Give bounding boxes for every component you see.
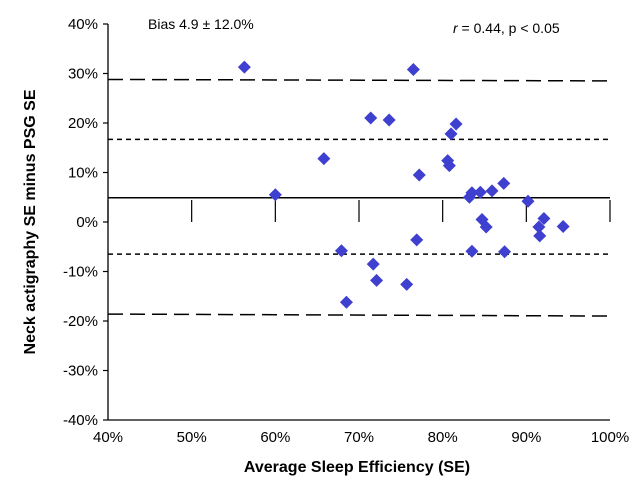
x-tick-label: 90% <box>511 429 541 446</box>
data-point <box>537 212 551 226</box>
data-point <box>465 186 479 200</box>
data-point <box>268 188 282 202</box>
correlation-values: = 0.44, p < 0.05 <box>458 20 560 36</box>
y-tick-label: -40% <box>63 412 98 429</box>
reference-line-long-dash <box>107 313 611 317</box>
data-points <box>237 60 570 309</box>
data-point <box>533 229 547 243</box>
reference-line-long-dash <box>107 78 611 82</box>
y-axis-title: Neck actigraphy SE minus PSG SE <box>22 89 39 354</box>
correlation-annotation: r = 0.44, p < 0.05 <box>453 20 560 36</box>
correlation-r-symbol: r <box>453 20 459 36</box>
y-tick-label: -30% <box>63 363 98 380</box>
data-point <box>412 168 426 182</box>
data-point <box>400 277 414 291</box>
data-point <box>334 244 348 258</box>
bias-annotation: Bias 4.9 ± 12.0% <box>148 16 254 32</box>
data-point <box>444 127 458 141</box>
data-point <box>237 60 251 74</box>
x-tick-label: 100% <box>591 429 629 446</box>
y-tick-label: 20% <box>68 115 98 132</box>
reference-lines <box>107 78 611 317</box>
data-point <box>497 176 511 190</box>
data-point <box>406 63 420 77</box>
tick-labels: 40%30%20%10%0%-10%-20%-30%-40%40% 50% 60% 7… <box>63 16 629 446</box>
data-point <box>442 159 456 173</box>
data-point <box>410 233 424 247</box>
x-axis-title: Average Sleep Efficiency (SE) <box>244 459 470 476</box>
axes <box>103 23 611 421</box>
data-point <box>498 245 512 259</box>
data-point <box>485 184 499 198</box>
data-point <box>473 185 487 199</box>
x-tick-label: 70% <box>344 429 374 446</box>
data-point <box>556 219 570 233</box>
y-tick-label: -10% <box>63 264 98 281</box>
data-point <box>366 257 380 271</box>
data-point <box>465 244 479 258</box>
x-tick-label: 80% <box>428 429 458 446</box>
data-point <box>317 152 331 166</box>
data-point <box>449 117 463 131</box>
y-tick-label: 40% <box>68 16 98 33</box>
data-point <box>479 220 493 234</box>
y-tick-label: -20% <box>63 313 98 330</box>
y-tick-label: 30% <box>68 66 98 83</box>
y-tick-label: 10% <box>68 165 98 182</box>
data-point <box>382 113 396 127</box>
data-point <box>364 111 378 125</box>
x-tick-label: 60% <box>260 429 290 446</box>
x-tick-label: 40% <box>93 429 123 446</box>
y-tick-label: 0% <box>76 214 98 231</box>
data-point <box>521 194 535 208</box>
data-point <box>370 273 384 287</box>
data-point <box>532 220 546 234</box>
data-point <box>339 295 353 309</box>
x-tick-label: 50% <box>177 429 207 446</box>
